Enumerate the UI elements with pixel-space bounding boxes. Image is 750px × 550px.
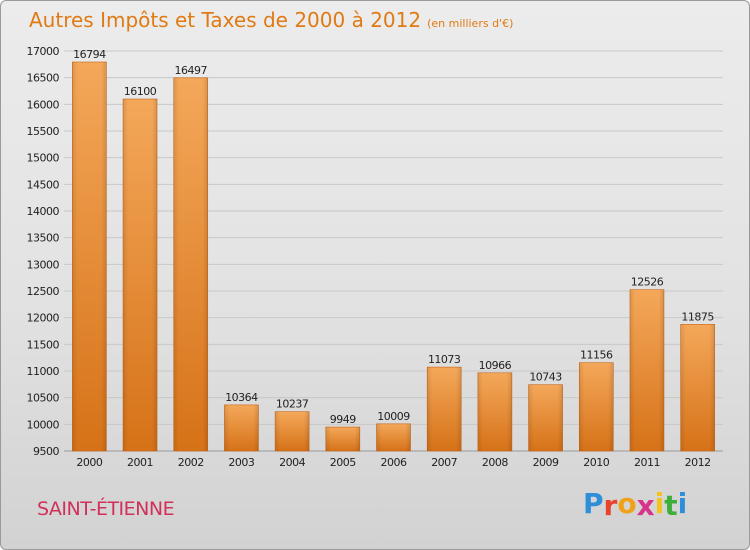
y-tick-label: 16000 [27, 98, 60, 111]
x-tick-label: 2000 [76, 456, 102, 469]
bar-shade [477, 372, 512, 451]
chart-title: Autres Impôts et Taxes de 2000 à 2012 (en… [29, 8, 513, 32]
bar-value-label: 16100 [124, 85, 157, 98]
chart-title-text: Autres Impôts et Taxes de 2000 à 2012 [29, 8, 422, 32]
bar-shade [579, 362, 614, 451]
y-tick-label: 16500 [27, 72, 60, 85]
logo-letter: i [677, 487, 688, 520]
bar-shade [173, 77, 208, 452]
bar-value-label: 9949 [330, 413, 356, 426]
grid-lines [64, 50, 723, 452]
x-axis-ticks: 2000 2001 2002 2003 2004 2005 2006 2007 2008 2009… [76, 456, 711, 469]
y-tick-label: 17000 [27, 45, 60, 58]
bar-shade [376, 423, 411, 451]
bar-value-label: 16497 [174, 64, 207, 77]
bar-shade [224, 404, 259, 451]
y-tick-label: 11500 [27, 338, 60, 351]
x-tick-label: 2003 [228, 456, 254, 469]
chart-unit: (en milliers d'€) [427, 17, 514, 30]
y-tick-label: 14000 [27, 205, 60, 218]
logo-letter: o [617, 487, 637, 520]
y-tick-label: 12500 [27, 285, 60, 298]
y-axis-ticks: 9500 10000 10500 11000 11500 12000 12500 13000 1… [27, 45, 60, 458]
bar-value-label: 16794 [73, 48, 106, 61]
bar-value-label: 10364 [225, 391, 258, 404]
x-tick-label: 2010 [583, 456, 609, 469]
bar-shade [72, 61, 107, 452]
y-tick-label: 15500 [27, 125, 60, 138]
x-tick-label: 2007 [431, 456, 457, 469]
x-tick-label: 2001 [127, 456, 153, 469]
y-tick-label: 10000 [27, 418, 60, 431]
town-name: SAINT-ÉTIENNE [37, 498, 175, 520]
proxiti-logo: Proxiti [583, 487, 688, 522]
y-tick-label: 11000 [27, 365, 60, 378]
bar-shade [275, 411, 310, 451]
x-tick-label: 2009 [533, 456, 559, 469]
x-tick-label: 2012 [685, 456, 711, 469]
bar-shade [325, 427, 360, 451]
logo-letter: i [654, 487, 665, 520]
y-tick-label: 14500 [27, 178, 60, 191]
bar-value-label: 11875 [681, 310, 714, 323]
bar-shade [528, 384, 563, 451]
logo-letter: t [664, 489, 678, 522]
bar-value-label: 10237 [276, 398, 309, 411]
y-tick-label: 13000 [27, 258, 60, 271]
logo-letter: x [636, 489, 655, 522]
y-tick-label: 15000 [27, 152, 60, 165]
bar-shade [629, 289, 664, 451]
bar-shade [123, 99, 158, 451]
bar-value-label: 11073 [428, 353, 461, 366]
x-tick-label: 2008 [482, 456, 508, 469]
bar-value-label: 10743 [529, 371, 562, 384]
y-tick-label: 13500 [27, 232, 60, 245]
y-tick-label: 10500 [27, 392, 60, 405]
y-tick-label: 9500 [33, 445, 59, 458]
bar-shade [680, 324, 715, 451]
bar-value-label: 10966 [479, 359, 512, 372]
bar-value-label: 10009 [377, 410, 410, 423]
x-tick-label: 2005 [330, 456, 356, 469]
y-tick-label: 12000 [27, 312, 60, 325]
x-tick-label: 2006 [381, 456, 407, 469]
x-tick-label: 2002 [178, 456, 204, 469]
x-tick-label: 2011 [634, 456, 660, 469]
bar-value-label: 12526 [631, 276, 664, 289]
bar-value-label: 11156 [580, 349, 613, 362]
logo-letter: P [583, 487, 604, 520]
bar-shade [427, 367, 462, 451]
x-tick-label: 2004 [279, 456, 305, 469]
logo-letter: r [603, 489, 618, 522]
bars: 16794 16100 16497 10364 10237 9949 10009 11073 1… [72, 48, 715, 452]
